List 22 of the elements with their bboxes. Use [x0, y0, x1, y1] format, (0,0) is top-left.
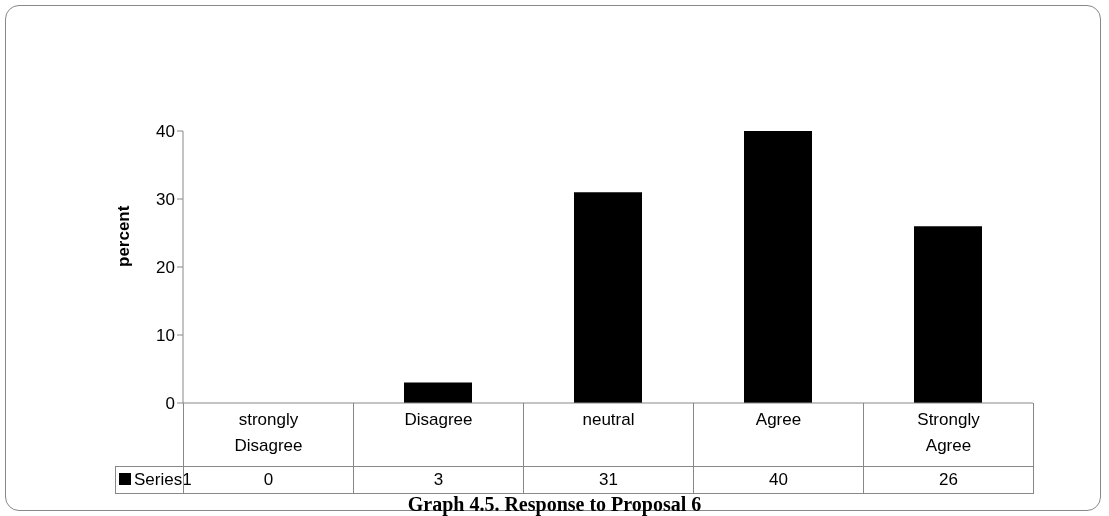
bar: [404, 382, 472, 403]
bar: [744, 131, 812, 403]
text: Graph 4.5. Response to Proposal 6: [406, 493, 703, 515]
bar: [574, 192, 642, 403]
x-tick-label: Strongly Agree: [863, 403, 1034, 467]
data-label: 3: [353, 466, 524, 494]
data-label: 31: [523, 466, 694, 494]
y-tick-label: 30: [156, 190, 175, 210]
y-axis-title: percent: [114, 205, 134, 267]
y-tick-label: 10: [156, 326, 175, 346]
y-tick-label: 0: [165, 394, 175, 414]
x-tick-label: Agree: [693, 403, 864, 467]
y-tick-label: 20: [156, 258, 175, 278]
y-tick-label: 40: [156, 122, 175, 142]
x-tick-label: Disagree: [353, 403, 524, 467]
bar: [914, 226, 982, 403]
x-tick-label: neutral: [523, 403, 694, 467]
data-label: 40: [693, 466, 864, 494]
x-tick-label: strongly Disagree: [183, 403, 354, 467]
legend-label: Series1: [133, 469, 192, 491]
data-label: 0: [263, 470, 274, 489]
data-label: 26: [863, 466, 1034, 494]
